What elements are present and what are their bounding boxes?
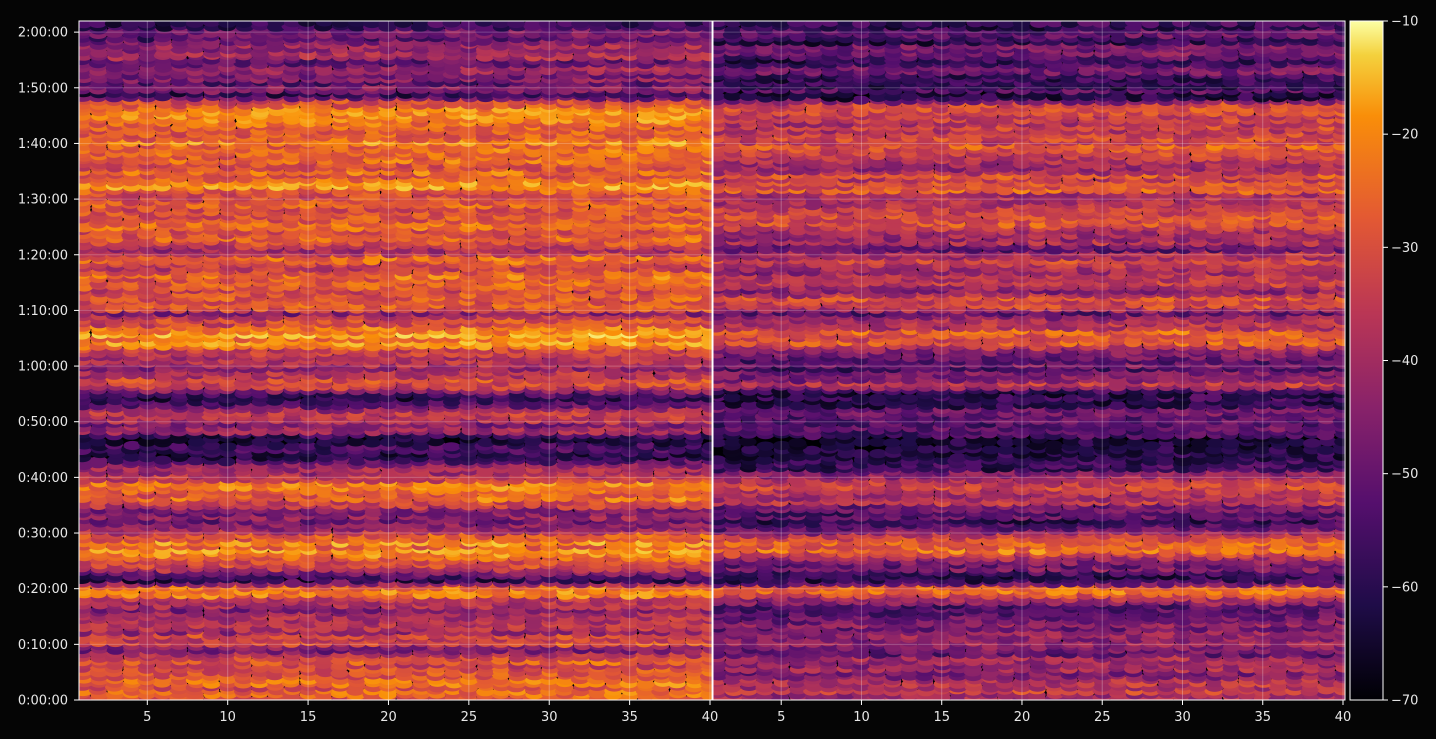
heatmap-cell bbox=[331, 578, 350, 588]
heatmap-cells-left bbox=[79, 21, 712, 700]
heatmap-cell bbox=[283, 578, 302, 588]
heatmap-cell bbox=[346, 437, 365, 447]
heatmap-cell bbox=[300, 396, 319, 406]
heatmap-panel-left bbox=[78, 20, 713, 701]
heatmap-cell bbox=[153, 455, 172, 465]
heatmap-cell bbox=[219, 442, 238, 452]
heatmap-cell bbox=[442, 442, 461, 452]
